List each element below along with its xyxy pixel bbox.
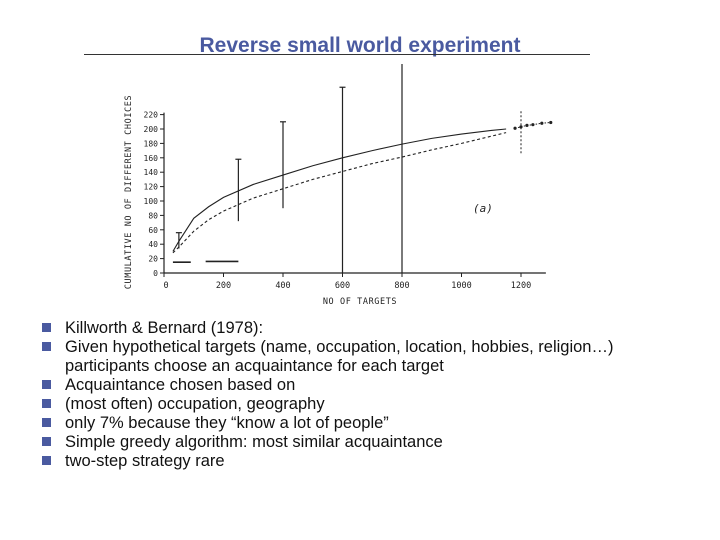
y-tick-label: 100 — [144, 197, 159, 206]
bullet-list: Killworth & Bernard (1978): Given hypoth… — [40, 319, 710, 471]
x-tick-label: 400 — [275, 281, 290, 291]
series-marker — [513, 126, 517, 130]
bullet-square-icon — [42, 380, 51, 389]
series-line-solid — [172, 128, 507, 252]
y-tick-label: 120 — [144, 183, 159, 192]
y-tick-label: 220 — [144, 111, 159, 120]
series-marker — [525, 123, 529, 127]
chart-error-bars — [175, 50, 405, 273]
series-marker — [540, 121, 544, 125]
chart-svg: 0 20 40 60 80 100 120 140 160 180 200 220 0 200 400 600… — [124, 50, 553, 307]
bullet-item: two-step strategy rare — [40, 452, 710, 471]
x-tick-label: 0 — [163, 281, 168, 291]
y-tick-label: 80 — [148, 211, 158, 220]
series-marker — [519, 125, 523, 129]
bullet-item: (most often) occupation, geography — [40, 395, 710, 414]
bullet-text: (most often) occupation, geography — [65, 395, 325, 413]
series-marker — [531, 123, 535, 127]
title-underline — [84, 54, 590, 55]
chart-series — [172, 111, 553, 263]
bullet-square-icon — [42, 399, 51, 408]
slide-title: Reverse small world experiment — [199, 34, 521, 57]
bullet-item: only 7% because they “know a lot of peop… — [40, 414, 710, 433]
bullet-item: Simple greedy algorithm: most similar ac… — [40, 433, 710, 452]
x-tick-label: 1200 — [511, 281, 531, 291]
bullet-continuation-text: participants choose an acquaintance for … — [65, 357, 444, 375]
series-line-dashed — [172, 132, 507, 254]
bullet-item: Given hypothetical targets (name, occupa… — [40, 338, 710, 376]
bullet-text: Acquaintance chosen based on — [65, 376, 296, 394]
bullet-item: Acquaintance chosen based on — [40, 376, 710, 395]
y-tick-label: 180 — [144, 139, 159, 148]
bullet-text: only 7% because they “know a lot of peop… — [65, 414, 389, 432]
chart-figure: 0 20 40 60 80 100 120 140 160 180 200 220 0 200 400 600… — [110, 50, 560, 311]
y-tick-label: 60 — [148, 226, 158, 235]
x-axis-label: NO OF TARGETS — [323, 297, 397, 306]
y-axis-label: CUMULATIVE NO OF DIFFERENT CHOICES — [124, 95, 134, 289]
bullet-text: two-step strategy rare — [65, 452, 225, 470]
bullet-square-icon — [42, 323, 51, 332]
bullet-text: Given hypothetical targets (name, occupa… — [65, 338, 614, 356]
y-tick-label: 140 — [144, 168, 159, 177]
y-tick-label: 40 — [148, 240, 158, 249]
bullet-square-icon — [42, 456, 51, 465]
x-tick-label: 800 — [394, 281, 409, 291]
bullet-square-icon — [42, 437, 51, 446]
bullet-item: Killworth & Bernard (1978): — [40, 319, 710, 338]
y-tick-label: 20 — [148, 255, 158, 264]
bullet-text: Killworth & Bernard (1978): — [65, 319, 264, 337]
y-tick-label: 0 — [153, 269, 158, 278]
series-line-dotted — [514, 122, 551, 129]
series-marker — [549, 120, 553, 125]
bullet-square-icon — [42, 418, 51, 427]
bullet-text: Simple greedy algorithm: most similar ac… — [65, 433, 443, 451]
x-tick-label: 600 — [335, 281, 350, 291]
x-tick-label: 200 — [216, 281, 231, 291]
y-tick-label: 160 — [144, 154, 159, 163]
chart-axes: 0 20 40 60 80 100 120 140 160 180 200 220 0 200 400 600… — [144, 111, 546, 291]
panel-label: (a) — [473, 202, 493, 215]
x-tick-label: 1000 — [451, 281, 471, 291]
y-tick-label: 200 — [144, 125, 159, 134]
bullet-square-icon — [42, 342, 51, 351]
